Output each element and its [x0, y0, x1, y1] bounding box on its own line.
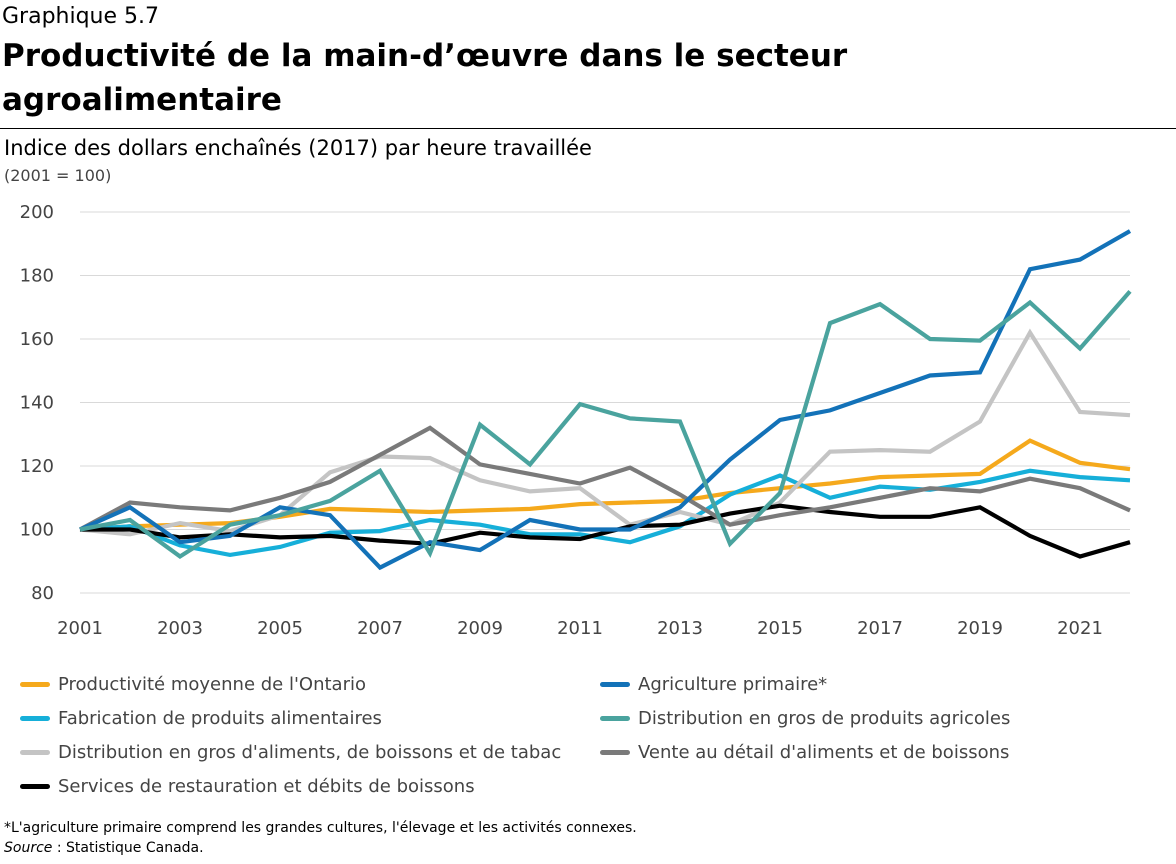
y-tick-label-120: 120: [20, 456, 54, 477]
legend-item-6: Vente au détail d'aliments et de boisson…: [600, 742, 1009, 763]
x-tick-label-2015: 2015: [757, 618, 803, 639]
x-tick-label-2001: 2001: [57, 618, 103, 639]
legend-item-3: Fabrication de produits alimentaires: [20, 708, 382, 729]
source-note: Source : Statistique Canada.: [4, 840, 204, 856]
series-line-2: [79, 229, 1132, 571]
line-chart: 80 100 120 140 160 180 200 2001 2003 2005 2007 2009…: [20, 202, 1132, 639]
legend-swatch-2: [600, 682, 630, 687]
source-text: : Statistique Canada.: [52, 840, 204, 856]
footnote: *L'agriculture primaire comprend les gra…: [4, 820, 637, 836]
legend-label-1: Productivité moyenne de l'Ontario: [58, 674, 366, 695]
legend-swatch-1: [20, 682, 50, 687]
legend-swatch-3: [20, 716, 50, 721]
chart-kicker: Graphique 5.7: [2, 4, 160, 29]
x-tick-label-2017: 2017: [857, 618, 903, 639]
source-label: Source: [4, 840, 53, 856]
index-base-note: (2001 = 100): [4, 166, 112, 185]
series-line-4: [79, 290, 1132, 560]
x-tick-label-2019: 2019: [957, 618, 1003, 639]
x-tick-label-2009: 2009: [457, 618, 503, 639]
x-tick-label-2011: 2011: [557, 618, 603, 639]
series-line-6: [79, 425, 1131, 532]
series-line-5: [79, 328, 1131, 537]
legend-label-7: Services de restauration et débits de bo…: [58, 776, 475, 797]
legend-item-7: Services de restauration et débits de bo…: [20, 776, 475, 797]
legend-label-2: Agriculture primaire*: [638, 674, 828, 695]
legend-swatch-7: [20, 784, 50, 789]
legend-swatch-5: [20, 750, 50, 755]
y-axis-title: Indice des dollars enchaînés (2017) par …: [4, 136, 592, 160]
title-divider: [0, 128, 1176, 129]
x-tick-label-2021: 2021: [1057, 618, 1103, 639]
legend-label-6: Vente au détail d'aliments et de boisson…: [638, 742, 1010, 763]
legend-label-3: Fabrication de produits alimentaires: [58, 708, 382, 729]
y-tick-label-100: 100: [20, 520, 54, 541]
y-tick-label-140: 140: [20, 393, 54, 414]
x-tick-label-2013: 2013: [657, 618, 703, 639]
legend-label-4: Distribution en gros de produits agricol…: [638, 708, 1011, 729]
x-tick-label-2003: 2003: [157, 618, 203, 639]
y-tick-label-160: 160: [20, 329, 54, 350]
legend-item-5: Distribution en gros d'aliments, de bois…: [20, 742, 561, 763]
y-tick-label-80: 80: [31, 583, 54, 604]
series-line-3: [79, 468, 1131, 558]
x-tick-label-2005: 2005: [257, 618, 303, 639]
x-tick-label-2007: 2007: [357, 618, 403, 639]
legend-swatch-6: [600, 750, 630, 755]
legend-item-4: Distribution en gros de produits agricol…: [600, 708, 1010, 729]
legend-item-2: Agriculture primaire*: [600, 674, 827, 695]
series-line-7: [80, 503, 1131, 559]
chart-title: Productivité de la main-d’œuvre dans le …: [2, 38, 848, 118]
y-tick-label-180: 180: [20, 266, 54, 287]
legend-item-1: Productivité moyenne de l'Ontario: [20, 674, 366, 695]
legend-swatch-4: [600, 716, 630, 721]
y-tick-label-200: 200: [20, 202, 54, 223]
legend-label-5: Distribution en gros d'aliments, de bois…: [58, 742, 562, 763]
